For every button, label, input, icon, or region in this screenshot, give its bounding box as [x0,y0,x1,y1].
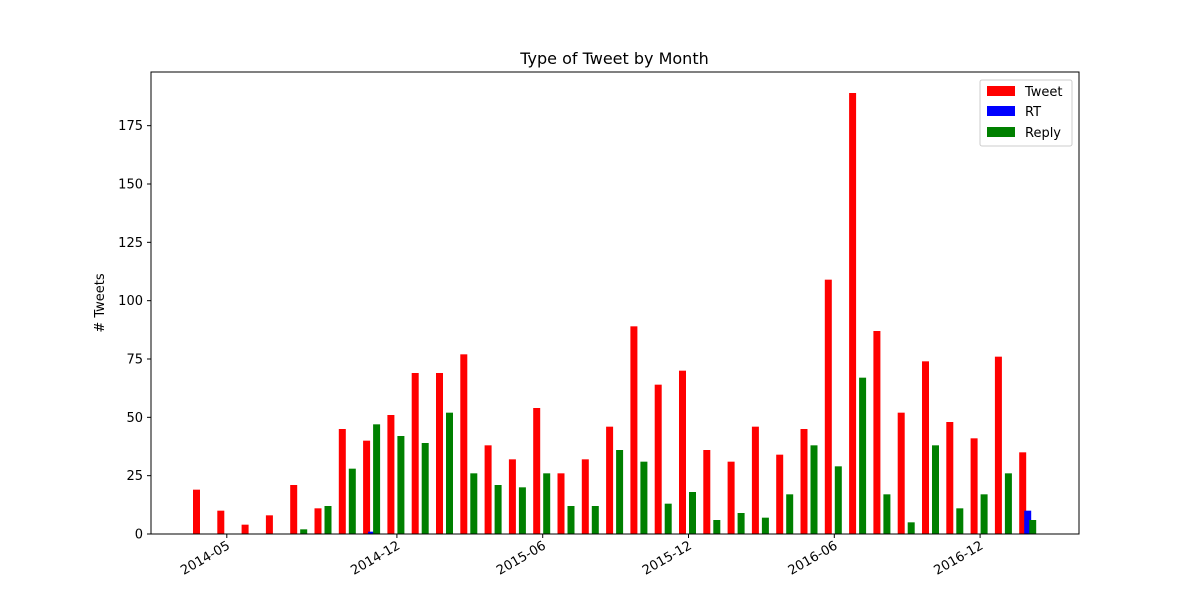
legend: Tweet RT Reply [979,79,1073,147]
bar-reply-2015-02 [446,412,453,534]
bar-reply-2015-10 [640,461,648,534]
y-tick-label: 75 [126,353,143,368]
bar-reply-2015-09 [616,450,624,534]
y-tick-label: 100 [118,294,143,309]
bar-tweet-2015-11 [654,384,662,534]
bar-tweet-2016-06 [824,279,832,534]
y-axis: 0 25 50 75 100 125 150 175 [118,119,151,543]
bar-reply-2016-09 [907,522,915,534]
bar-reply-2014-11 [373,424,381,534]
bars-group [193,93,1037,534]
bar-tweet-2016-03 [751,426,759,534]
y-tick-label: 25 [126,469,143,484]
bar-tweet-2016-05 [800,429,808,534]
bar-reply-2015-04 [494,485,502,534]
bar-reply-2015-05 [518,487,526,534]
bar-tweet-2015-04 [484,445,492,534]
x-tick-label: 2014-05 [178,538,233,578]
bar-tweet-2015-05 [508,459,516,534]
y-tick-label: 125 [118,236,143,251]
bar-tweet-2015-09 [606,426,614,534]
bar-reply-2014-12 [397,436,405,534]
bar-tweet-2016-09 [897,412,905,534]
bar-tweet-2017-01 [994,356,1002,534]
bar-tweet-2017-02 [1019,452,1027,534]
bar-tweet-2014-11 [363,440,371,534]
bar-tweet-2015-02 [436,373,443,534]
bar-tweet-2016-02 [727,461,735,534]
bar-reply-2016-08 [883,494,891,534]
bar-reply-2014-09 [324,506,332,534]
y-tick-label: 150 [118,178,143,193]
bar-tweet-2016-10 [922,361,929,534]
legend-swatch-rt [987,106,1015,116]
bar-tweet-2016-11 [946,422,954,534]
legend-swatch-tweet [987,86,1015,96]
plot-frame [150,71,1080,535]
x-axis: 2014-05 2014-12 2015-06 2015-12 2016-06 2016-… [178,534,986,579]
bar-reply-2015-08 [591,506,599,534]
legend-label-rt: RT [1025,105,1041,120]
bar-tweet-2014-10 [338,429,346,534]
y-tick-label: 50 [126,411,143,426]
bar-reply-2016-11 [956,508,964,534]
bar-reply-2016-03 [761,517,769,534]
bar-tweet-2015-12 [679,370,686,534]
bar-tweet-2015-08 [581,459,589,534]
bar-reply-2015-06 [543,473,551,534]
bar-tweet-2015-07 [557,473,565,534]
bar-reply-2016-06 [834,466,842,534]
bar-reply-2016-07 [859,377,867,534]
x-tick-label: 2014-12 [348,538,403,578]
bar-tweet-2015-06 [533,408,541,534]
bar-rt-2014-11 [368,531,376,534]
bar-reply-2016-01 [713,520,721,534]
bar-tweet-2016-01 [703,450,711,534]
bar-reply-2016-10 [932,445,939,534]
bar-tweet-2016-07 [849,93,857,534]
bar-reply-2017-01 [1004,473,1012,534]
bar-tweet-2015-01 [411,373,419,534]
bar-tweet-2016-04 [776,454,784,534]
bar-reply-2015-11 [664,503,672,534]
bar-reply-2016-12 [980,494,988,534]
bar-reply-2015-07 [567,506,575,534]
bar-reply-2015-03 [470,473,478,534]
bar-tweet-2015-03 [460,354,468,534]
bar-tweet-2016-08 [873,331,881,534]
bar-tweet-2014-12 [387,415,395,534]
bar-reply-2016-04 [786,494,794,534]
bar-rt-2017-02 [1024,510,1032,534]
legend-swatch-reply [987,127,1015,137]
bar-reply-2014-10 [348,468,356,534]
bar-tweet-2014-05 [217,510,225,534]
bar-tweet-2015-10 [630,326,638,534]
x-tick-label: 2016-06 [786,538,841,578]
bar-reply-2014-08 [300,529,308,534]
bar-reply-2015-12 [689,492,696,534]
x-tick-label: 2015-06 [494,538,549,578]
bar-reply-2017-02 [1029,520,1037,534]
legend-label-reply: Reply [1025,126,1061,141]
y-tick-label: 175 [118,119,143,134]
y-axis-label: # Tweets [93,273,108,333]
y-tick-label: 0 [135,528,143,543]
bar-tweet-2016-12 [970,438,978,534]
bar-tweet-2014-06 [241,524,249,534]
legend-label-tweet: Tweet [1024,85,1063,100]
bar-tweet-2014-09 [314,508,322,534]
x-tick-label: 2016-12 [932,538,987,578]
bar-tweet-2014-08 [290,485,298,534]
bar-tweet-2014-07 [265,515,273,534]
x-tick-label: 2015-12 [640,538,695,578]
bar-tweet-2014-04 [193,489,200,534]
bar-reply-2016-05 [810,445,818,534]
bar-reply-2015-01 [421,443,429,534]
chart-title: Type of Tweet by Month [519,49,708,68]
bar-reply-2016-02 [737,513,745,534]
